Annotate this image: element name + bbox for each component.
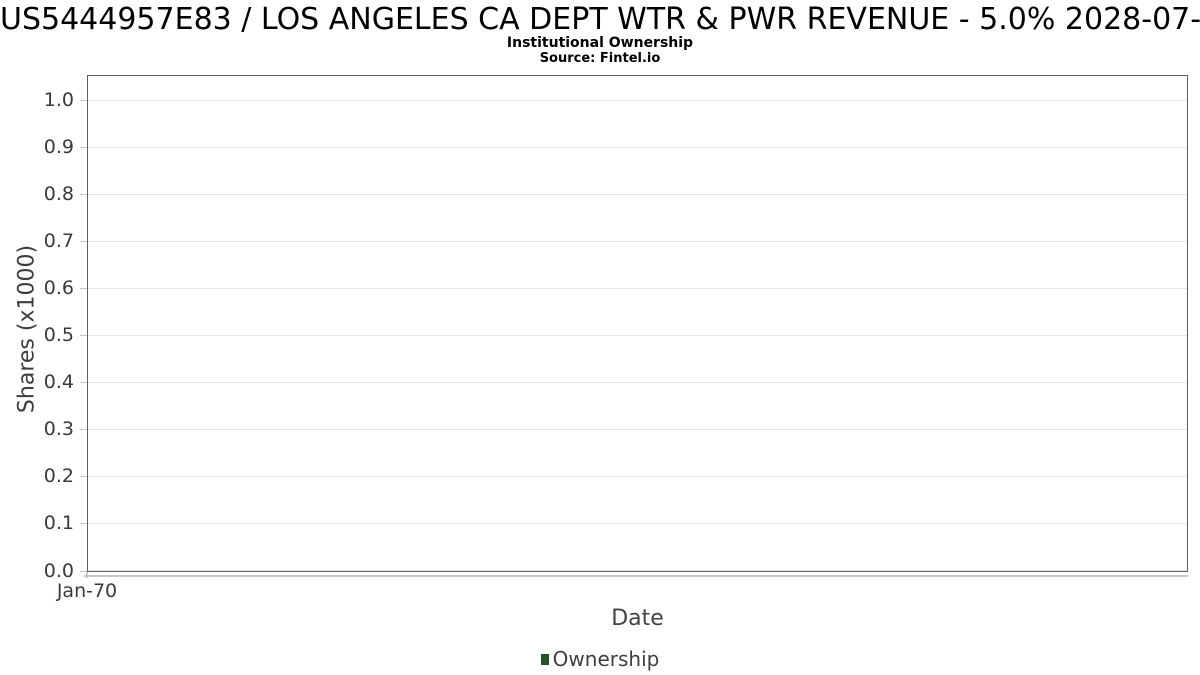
chart-source-attribution: Source: Fintel.io bbox=[539, 51, 661, 66]
y-tick-label: 1.0 bbox=[43, 89, 74, 112]
legend-marker-ownership bbox=[540, 653, 549, 665]
y-gridline bbox=[88, 99, 1187, 101]
y-tick-mark bbox=[80, 194, 87, 196]
y-tick-mark bbox=[80, 570, 87, 572]
y-tick-mark bbox=[80, 429, 87, 431]
y-tick-mark bbox=[80, 288, 87, 290]
y-gridline bbox=[88, 334, 1187, 336]
y-gridline bbox=[88, 381, 1187, 383]
y-tick-label: 0.7 bbox=[43, 230, 74, 253]
y-tick-label: 0.8 bbox=[43, 183, 74, 206]
y-tick-mark bbox=[80, 241, 87, 243]
y-tick-mark bbox=[80, 523, 87, 525]
y-tick-label: 0.1 bbox=[43, 512, 74, 535]
y-tick-mark bbox=[80, 100, 87, 102]
y-gridline bbox=[88, 475, 1187, 477]
y-tick-label: 0.4 bbox=[43, 371, 74, 394]
plot-area bbox=[87, 75, 1188, 572]
y-tick-mark bbox=[80, 476, 87, 478]
y-tick-label: 0.0 bbox=[43, 559, 74, 582]
y-tick-label: 0.3 bbox=[43, 418, 74, 441]
y-gridline bbox=[88, 240, 1187, 242]
y-tick-mark bbox=[80, 382, 87, 384]
y-tick-label: 0.5 bbox=[43, 324, 74, 347]
legend[interactable]: Ownership bbox=[0, 646, 1200, 672]
y-tick-label: 0.6 bbox=[43, 277, 74, 300]
y-gridline bbox=[88, 287, 1187, 289]
y-tick-label: 0.2 bbox=[43, 465, 74, 488]
legend-label-ownership: Ownership bbox=[552, 647, 660, 671]
x-tick-mark bbox=[86, 572, 88, 578]
x-axis-line bbox=[84, 575, 1188, 577]
y-gridline bbox=[88, 193, 1187, 195]
chart-subtitle: Institutional Ownership bbox=[506, 35, 694, 51]
y-tick-mark bbox=[80, 335, 87, 337]
y-gridline bbox=[88, 146, 1187, 148]
y-gridline bbox=[88, 570, 1187, 571]
y-tick-label: 0.9 bbox=[43, 136, 74, 159]
chart-title: US5444957E83 / LOS ANGELES CA DEPT WTR &… bbox=[0, 2, 1200, 37]
y-gridline bbox=[88, 522, 1187, 524]
x-tick-label: Jan-70 bbox=[56, 580, 118, 602]
y-tick-mark bbox=[80, 147, 87, 149]
x-axis-title: Date bbox=[611, 606, 664, 631]
y-gridline bbox=[88, 428, 1187, 430]
